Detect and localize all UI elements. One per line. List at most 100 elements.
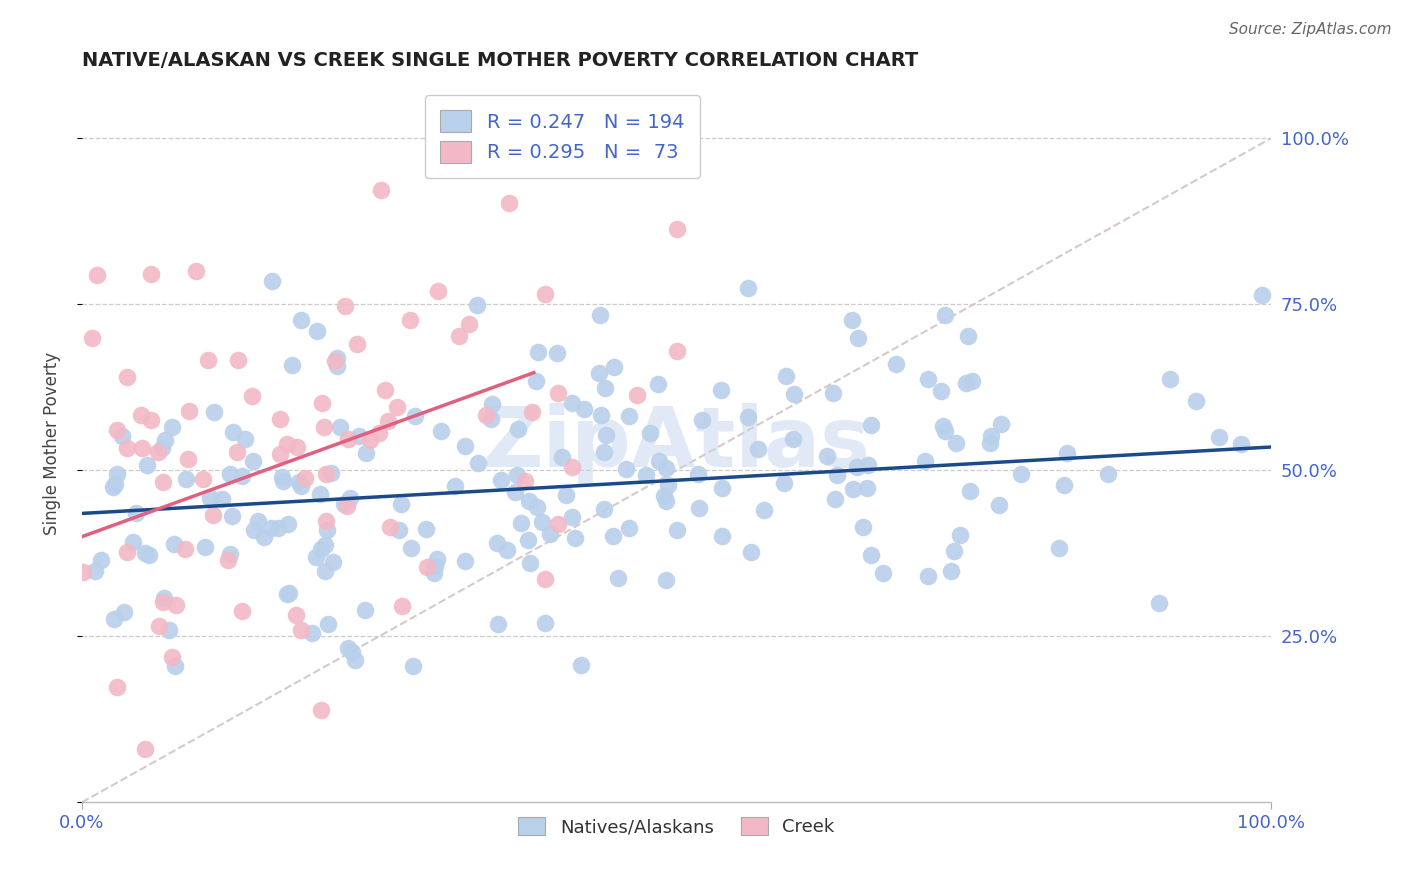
Point (177, 452, 200, 467)
Point (231, 469, 253, 483)
Point (747, 442, 769, 457)
Point (339, 491, 361, 505)
Point (443, 479, 465, 493)
Point (856, 458, 879, 472)
Point (416, 560, 439, 574)
Point (311, 396, 333, 410)
Point (561, 510, 583, 524)
Point (105, 680, 128, 694)
Point (655, 461, 678, 475)
Point (267, 521, 290, 535)
Point (415, 522, 437, 536)
Point (301, 625, 323, 640)
Point (423, 566, 446, 581)
Point (626, 387, 648, 401)
Point (634, 467, 657, 482)
Point (368, 425, 391, 440)
Point (481, 397, 503, 411)
Point (305, 550, 328, 565)
Point (737, 280, 759, 294)
Point (374, 383, 396, 397)
Point (378, 519, 401, 533)
Point (534, 286, 557, 301)
Point (285, 607, 308, 622)
Point (1251, 288, 1274, 302)
Point (589, 308, 612, 322)
Point (547, 516, 569, 531)
Point (859, 418, 882, 433)
Point (842, 482, 865, 496)
Point (884, 357, 907, 371)
Point (1011, 467, 1033, 482)
Point (174, 472, 197, 486)
Point (152, 594, 174, 608)
Point (430, 424, 453, 438)
Point (593, 381, 616, 395)
Point (333, 497, 356, 511)
Point (153, 591, 176, 605)
Point (955, 376, 977, 390)
Point (498, 195, 520, 210)
Point (710, 383, 733, 397)
Point (247, 514, 270, 528)
Point (688, 467, 710, 481)
Point (101, 480, 124, 494)
Point (495, 543, 517, 558)
Point (426, 284, 449, 298)
Point (260, 521, 283, 535)
Point (773, 475, 796, 490)
Point (783, 387, 806, 401)
Point (340, 645, 363, 659)
Point (131, 441, 153, 455)
Point (1184, 393, 1206, 408)
Point (290, 479, 312, 493)
Point (821, 386, 844, 401)
Point (134, 545, 156, 559)
Point (163, 537, 186, 551)
Point (1159, 372, 1181, 386)
Point (638, 426, 661, 441)
Point (219, 467, 242, 481)
Point (929, 384, 952, 399)
Point (845, 459, 868, 474)
Point (240, 389, 263, 403)
Point (231, 604, 253, 618)
Point (148, 618, 170, 632)
Point (243, 523, 266, 537)
Point (139, 413, 162, 427)
Point (426, 552, 449, 566)
Point (815, 449, 838, 463)
Point (336, 499, 359, 513)
Point (503, 484, 526, 499)
Point (186, 264, 208, 278)
Point (479, 411, 502, 425)
Point (593, 502, 616, 516)
Point (825, 468, 848, 483)
Point (86, 268, 108, 282)
Point (607, 571, 630, 585)
Point (859, 549, 882, 563)
Point (359, 433, 381, 447)
Point (934, 309, 956, 323)
Point (138, 548, 160, 562)
Point (385, 400, 408, 414)
Point (824, 491, 846, 506)
Point (475, 408, 498, 422)
Point (527, 345, 550, 359)
Point (344, 653, 367, 667)
Point (228, 352, 250, 367)
Point (526, 500, 548, 514)
Point (326, 351, 349, 366)
Point (754, 503, 776, 517)
Point (690, 413, 713, 427)
Point (72, 565, 94, 579)
Point (146, 444, 169, 458)
Point (614, 462, 637, 476)
Point (665, 222, 688, 236)
Point (115, 369, 138, 384)
Point (561, 395, 583, 409)
Point (603, 360, 626, 375)
Point (1056, 446, 1078, 460)
Point (509, 516, 531, 530)
Point (569, 657, 592, 672)
